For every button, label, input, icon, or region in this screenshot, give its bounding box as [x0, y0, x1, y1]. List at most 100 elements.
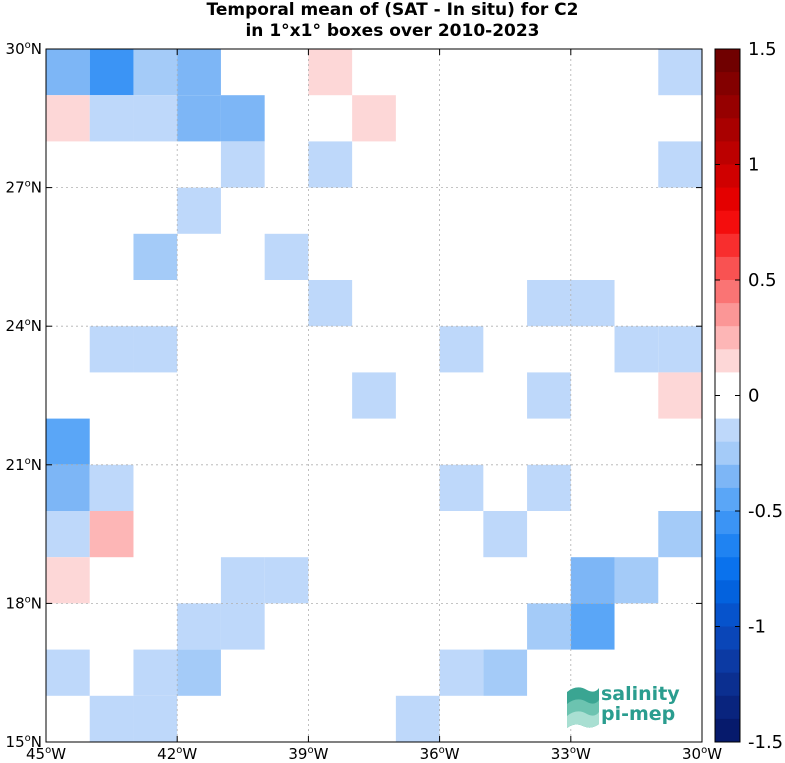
colorbar-segment [715, 487, 740, 512]
heatmap-cell [89, 49, 134, 96]
heatmap-cell [439, 649, 484, 696]
heatmap-cell [89, 464, 134, 511]
heatmap-cell [527, 372, 571, 419]
heatmap-cell [177, 95, 221, 142]
colorbar-segment [715, 464, 740, 489]
heatmap-cell [658, 326, 702, 373]
colorbar-segment [715, 626, 740, 651]
colorbar: 1.5 1 0.5 0 -0.5 -1 -1.5 [714, 39, 783, 753]
heatmap-cell [308, 49, 353, 96]
x-tick-label: 30oW [682, 745, 722, 763]
y-tick-label: 24oN [6, 317, 42, 335]
heatmap-cell [46, 557, 90, 604]
salinity-pi-mep-logo: salinity pi-mep [565, 682, 700, 732]
logo-text-pimep: pi-mep [601, 703, 676, 725]
y-tick-label: 27oN [6, 179, 42, 197]
colorbar-segment [715, 49, 740, 73]
heatmap-cell [133, 233, 178, 280]
heatmap-cell [483, 649, 528, 696]
heatmap-cell [395, 695, 440, 742]
colorbar-segment [715, 187, 740, 212]
heatmap-cell [177, 649, 221, 696]
colorbar-segment [715, 649, 740, 674]
heatmap-cell [177, 603, 221, 650]
colorbar-segment [715, 580, 740, 604]
colorbar-segment [715, 695, 740, 720]
heatmap-cell [177, 187, 221, 234]
heatmap-cell [89, 695, 134, 742]
colorbar-tick-label: 1 [748, 155, 759, 176]
colorbar-segment [715, 233, 740, 258]
plot-frame [45, 48, 703, 743]
heatmap-cell [46, 95, 90, 142]
colorbar-segment [715, 118, 740, 142]
colorbar-segment [715, 441, 740, 466]
x-tick-label: 42oW [157, 745, 197, 763]
colorbar-segment [715, 557, 740, 581]
grid-lines [46, 49, 702, 742]
x-tick-label: 33oW [551, 745, 591, 763]
chart-title: Temporal mean of (SAT - In situ) for C2 … [0, 0, 785, 42]
colorbar-segment [715, 534, 740, 558]
colorbar-segment [715, 511, 740, 535]
logo-text-salinity: salinity [601, 683, 680, 705]
heatmap-cell [658, 141, 702, 188]
heatmap-cell [570, 603, 615, 650]
heatmap-cell [133, 695, 178, 742]
heatmap-cell [614, 557, 659, 604]
colorbar-segment [715, 326, 740, 350]
colorbar-segment [715, 349, 740, 373]
heatmap-cell [439, 326, 484, 373]
heatmap-cell [89, 326, 134, 373]
heatmap-cell [352, 95, 396, 142]
heatmap-cell [46, 511, 90, 558]
heatmap-cell [133, 326, 178, 373]
heatmap-cell [220, 141, 265, 188]
colorbar-segment [715, 280, 740, 304]
x-tick-label: 36oW [420, 745, 460, 763]
heatmap-cell [658, 49, 702, 96]
colorbar-segment [715, 72, 740, 96]
heatmap-cell [527, 603, 571, 650]
heatmap-cell [308, 280, 353, 327]
colorbar-segment [715, 210, 740, 235]
heatmap-cell [220, 95, 265, 142]
x-tick-label: 39oW [288, 745, 328, 763]
axes: 45oW 42oW 39oW 36oW 33oW 30oW 15oN 18oN 21oN 24oN… [6, 40, 723, 763]
chart-title-line2: in 1°x1° boxes over 2010-2023 [245, 21, 540, 41]
y-tick-label: 15oN [6, 733, 42, 751]
colorbar-tick-label: 0.5 [748, 270, 777, 291]
heatmap-cells [46, 49, 702, 742]
y-tick-label: 21oN [6, 456, 42, 474]
heatmap-cell [177, 49, 221, 96]
heatmap-cell [614, 326, 659, 373]
colorbar-tick-label: -1.5 [748, 732, 783, 753]
wave-logo-icon [567, 687, 599, 728]
colorbar-segment [715, 141, 740, 165]
heatmap-cell [483, 511, 528, 558]
colorbar-tick-label: -0.5 [748, 501, 783, 522]
heatmap-cell [220, 603, 265, 650]
heatmap-cell [133, 95, 178, 142]
heatmap-cell [89, 511, 134, 558]
heatmap-cell [46, 418, 90, 465]
y-tick-label: 18oN [6, 594, 42, 612]
heatmap-cell [46, 49, 90, 96]
colorbar-segment [715, 718, 740, 743]
heatmap-cell [89, 95, 134, 142]
heatmap-cell [439, 464, 484, 511]
colorbar-segment [715, 603, 740, 627]
heatmap-cell [46, 464, 90, 511]
heatmap-cell [264, 557, 309, 604]
heatmap-cell [527, 464, 571, 511]
heatmap-cell [527, 280, 571, 327]
heatmap-cell [658, 372, 702, 419]
heatmap-cell [570, 557, 615, 604]
colorbar-segment [715, 395, 740, 420]
y-tick-label: 30oN [6, 40, 42, 58]
heatmap-cell [133, 49, 178, 96]
colorbar-segment [715, 372, 740, 396]
heatmap-cell [308, 141, 353, 188]
heatmap-cell [570, 280, 615, 327]
colorbar-segment [715, 95, 740, 119]
